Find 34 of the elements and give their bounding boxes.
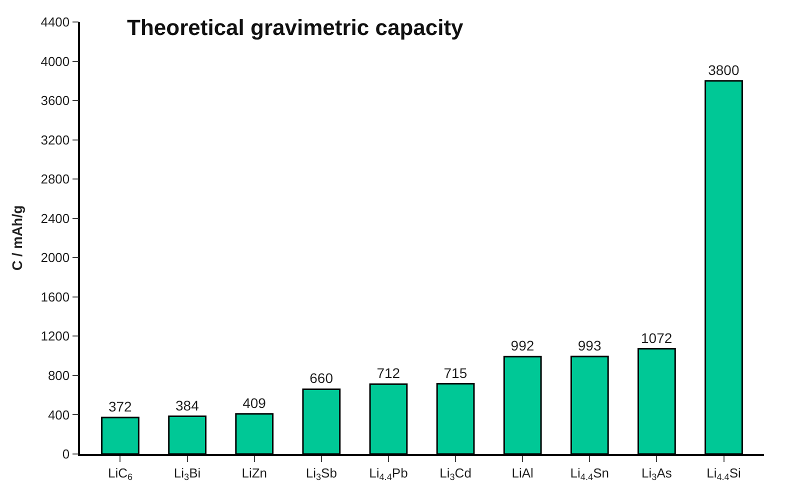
data-label: 993 [578, 338, 602, 354]
y-tick-label: 3600 [40, 93, 70, 108]
data-label: 660 [310, 370, 334, 386]
data-label: 3800 [708, 62, 740, 78]
y-axis-title: C / mAh/g [8, 205, 25, 271]
y-tick-label: 2400 [40, 210, 70, 226]
x-tick-label: Li$_{3}$Bi [174, 465, 201, 482]
x-tick-label: Li$_{4.4}$Sn [570, 465, 609, 482]
y-tick-label: 4400 [40, 14, 70, 30]
y-tick-label: 400 [48, 407, 70, 422]
y-tick-label: 1200 [40, 328, 70, 344]
data-label: 409 [242, 394, 266, 411]
y-tick-label: 2000 [40, 250, 70, 266]
x-tick-label: Li$_{3}$Cd [440, 465, 472, 482]
x-tick-label: Li$_{4.4}$Pb [369, 465, 408, 482]
x-tick-label: LiZn [242, 465, 267, 480]
x-tick-label: LiC$_{6}$ [108, 465, 133, 482]
y-tick-label: 800 [48, 368, 70, 383]
y-tick-label: 2800 [40, 172, 70, 187]
y-tick-label: 0 [62, 446, 70, 462]
y-tick-label: 4000 [40, 54, 70, 69]
x-tick-label: Li$_{3}$As [642, 465, 672, 482]
data-label: 1072 [641, 330, 672, 346]
x-tick-label: Li$_{3}$Sb [306, 465, 337, 482]
chart-title: Theoretical gravimetric capacity [127, 15, 464, 40]
data-label: 372 [108, 398, 132, 414]
data-label: 384 [176, 397, 200, 414]
y-tick-label: 1600 [40, 289, 70, 304]
x-tick-label: LiAl [512, 465, 534, 480]
data-label: 992 [510, 338, 534, 354]
data-label: 712 [376, 365, 400, 382]
x-tick-label: Li$_{4.4}$Si [706, 465, 742, 482]
data-label: 715 [444, 364, 468, 381]
y-tick-label: 3200 [40, 132, 70, 148]
